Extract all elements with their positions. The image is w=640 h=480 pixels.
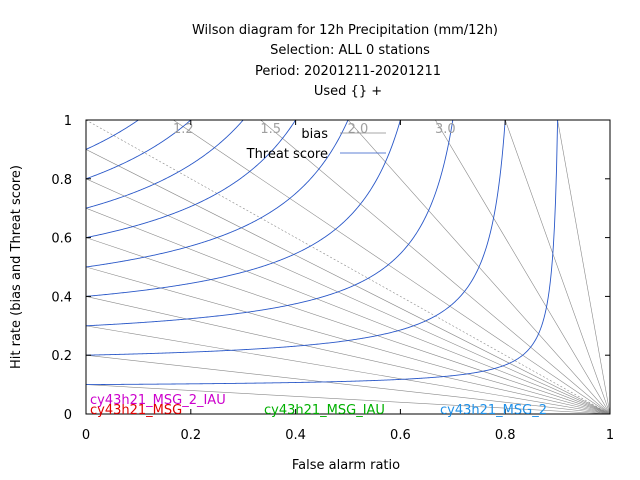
x-tick-label: 0.6: [390, 428, 411, 443]
threat-score-curve: [86, 120, 454, 327]
bias-line: [86, 354, 610, 414]
bias-line: [86, 178, 610, 414]
x-tick-label: 0.8: [495, 428, 516, 443]
threat-score-curve: [86, 120, 192, 180]
y-axis-ticks: 0 0.2 0.4 0.6 0.8 1: [51, 114, 610, 423]
bias-line: [260, 120, 610, 414]
chart-title-line-2: Selection: ALL 0 stations: [270, 43, 430, 58]
series-label-msg-iau: cy43h21_MSG_IAU: [264, 403, 385, 418]
legend-label-threat-score: Threat score: [246, 147, 328, 162]
x-tick-label: 0.4: [285, 428, 306, 443]
bias-line: [86, 120, 610, 414]
legend-label-bias: bias: [301, 127, 328, 142]
threat-score-curve: [86, 120, 139, 150]
bias-lines: [86, 120, 610, 414]
bias-line: [86, 325, 610, 414]
chart-title-line-4: Used {} +: [314, 84, 382, 99]
bias-line: [172, 120, 610, 414]
bias-label: 1.2: [173, 122, 194, 137]
x-tick-label: 0: [82, 428, 90, 443]
y-tick-label: 0.4: [51, 290, 72, 305]
bias-line: [86, 237, 610, 414]
threat-score-curves: [86, 120, 559, 386]
bias-line: [86, 296, 610, 414]
bias-line: [86, 207, 610, 414]
threat-score-curve: [86, 120, 244, 209]
plot-frame: [85, 119, 611, 415]
y-tick-label: 0.6: [51, 232, 72, 247]
x-tick-label: 1: [606, 428, 614, 443]
series-label-msg-2: cy43h21_MSG_2: [440, 403, 547, 418]
bias-label: 3.0: [435, 122, 456, 137]
threat-score-curve: [86, 120, 506, 356]
bias-line: [504, 120, 610, 414]
x-tick-label: 0.2: [180, 428, 201, 443]
legend: bias Threat score: [246, 127, 386, 162]
series-label-msg: cy43h21_MSG: [90, 403, 182, 418]
bias-label: 1.5: [260, 122, 281, 137]
x-axis-ticks: 0 0.2 0.4 0.6 0.8 1: [82, 120, 614, 443]
chart-title-line-3: Period: 20201211-20201211: [255, 64, 441, 79]
threat-score-curve: [86, 120, 401, 297]
bias-line: [86, 384, 610, 414]
threat-score-curve: [86, 120, 296, 239]
y-tick-label: 0: [64, 408, 72, 423]
threat-score-curve: [86, 120, 349, 268]
chart-title-line-1: Wilson diagram for 12h Precipitation (mm…: [192, 23, 498, 38]
bias-line: [347, 120, 610, 414]
bias-line: [434, 120, 610, 414]
bias-label: 2.0: [348, 122, 369, 137]
bias-line: [86, 149, 610, 414]
bias-line: [557, 120, 610, 414]
x-axis-label: False alarm ratio: [292, 458, 400, 473]
y-tick-label: 0.2: [51, 349, 72, 364]
y-axis-label: Hit rate (bias and Threat score): [9, 165, 24, 369]
threat-score-curve: [86, 120, 559, 386]
y-tick-label: 1: [64, 114, 72, 129]
series-label-msg-2-iau: cy43h21_MSG_2_IAU: [90, 393, 226, 408]
y-tick-label: 0.8: [51, 173, 72, 188]
